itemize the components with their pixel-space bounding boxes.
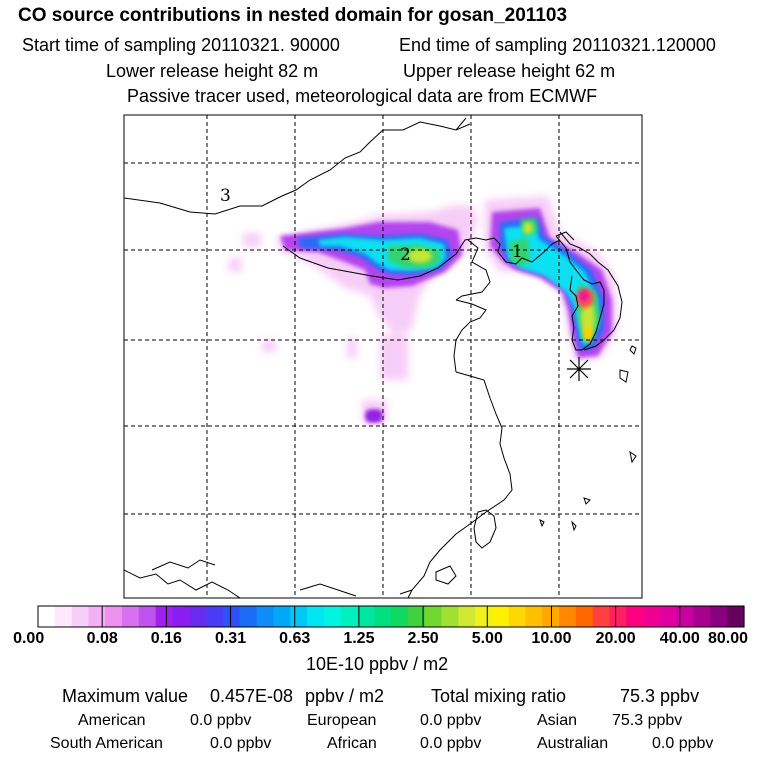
colorbar-swatch [727,606,745,627]
colorbar-tick-label: 0.16 [150,630,182,647]
concentration-plume [229,196,618,422]
upper-release-height-label: Upper release height 62 m [403,61,616,81]
colorbar-swatch [424,606,443,627]
source-value-asian: 75.3 ppbv [612,712,683,729]
start-time-label: Start time of sampling 20110321. 90000 [22,35,340,55]
colorbar-tick-label: 0.31 [214,630,247,647]
source-name-australian: Australian [537,735,609,752]
colorbar-swatch [475,606,493,627]
colorbar-swatch [172,606,190,627]
colorbar-tick-label: 40.00 [659,630,700,647]
colorbar-tick-label: 0.08 [86,630,118,647]
colorbar-swatch [491,606,510,627]
colorbar-swatch [626,606,644,627]
colorbar-swatch [525,606,543,627]
colorbar-unit-label: 10E-10 ppbv / m2 [306,654,449,674]
max-value: 0.457E-08 [210,686,294,706]
colorbar-swatch [122,606,140,627]
end-time-label: End time of sampling 20110321.120000 [399,35,716,55]
colorbar-swatch [138,606,157,627]
source-value-european: 0.0 ppbv [420,712,482,729]
colorbar-swatch [54,606,73,627]
colorbar-swatch [306,606,325,627]
tracer-note: Passive tracer used, meteorological data… [127,86,598,106]
total-mixing-ratio-label: Total mixing ratio [431,686,567,706]
colorbar-swatch [592,606,611,627]
colorbar-swatch [659,606,678,627]
colorbar-swatch [256,606,274,627]
colorbar-swatch [643,606,661,627]
colorbar-tick-label: 5.00 [471,630,503,647]
source-name-african: African [327,735,377,752]
colorbar-swatch [88,606,106,627]
colorbar-swatch [710,606,728,627]
colorbar [38,606,745,627]
colorbar-tick-label: 10.00 [531,630,572,647]
lower-release-height-label: Lower release height 82 m [106,61,319,81]
colorbar-swatch [239,606,258,627]
colorbar-swatch [374,606,392,627]
source-name-european: European [307,712,377,729]
region-label-1: 1 [512,242,523,262]
source-name-american: American [78,712,146,729]
colorbar-swatch [290,606,308,627]
colorbar-swatch [441,606,459,627]
colorbar-swatch [575,606,594,627]
colorbar-swatch [609,606,627,627]
coastlines-borders [124,117,637,598]
colorbar-swatch [391,606,409,627]
map-frame [123,114,643,599]
colorbar-swatch [273,606,291,627]
colorbar-swatch [206,606,224,627]
colorbar-swatch [38,606,56,627]
colorbar-swatch [105,606,123,627]
colorbar-swatch [323,606,342,627]
colorbar-swatch [357,606,375,627]
colorbar-swatch [676,606,695,627]
colorbar-swatch [155,606,174,627]
colorbar-tick-label: 2.50 [407,630,439,647]
colorbar-tick-label: 0.63 [279,630,311,647]
colorbar-swatch [340,606,358,627]
region-label-3: 3 [220,186,231,206]
colorbar-swatch [189,606,207,627]
colorbar-tick-label: 1.25 [343,630,375,647]
colorbar-frame [37,605,745,628]
source-value-american: 0.0 ppbv [190,712,252,729]
colorbar-tick-label: 80.00 [707,630,749,647]
colorbar-swatch [693,606,711,627]
colorbar-swatch [407,606,426,627]
colorbar-tick-label: 20.00 [595,630,636,647]
max-value-unit: ppbv / m2 [305,686,385,706]
lat-lon-grid [124,115,642,598]
region-label-2: 2 [400,245,411,265]
colorbar-swatch [458,606,476,627]
source-value-african: 0.0 ppbv [420,735,482,752]
source-name-south-american: South American [50,735,163,752]
colorbar-swatch [559,606,577,627]
source-value-south-american: 0.0 ppbv [210,735,272,752]
receptor-asterisk-marker [567,357,591,381]
colorbar-swatch [71,606,90,627]
max-value-label: Maximum value [62,686,189,706]
plot-title: CO source contributions in nested domain… [18,5,568,26]
source-name-asian: Asian [537,712,578,729]
colorbar-swatch [508,606,527,627]
source-value-australian: 0.0 ppbv [652,735,714,752]
colorbar-tick-label: 0.00 [13,630,45,647]
colorbar-swatch [222,606,241,627]
total-mixing-ratio-value: 75.3 ppbv [620,686,700,706]
